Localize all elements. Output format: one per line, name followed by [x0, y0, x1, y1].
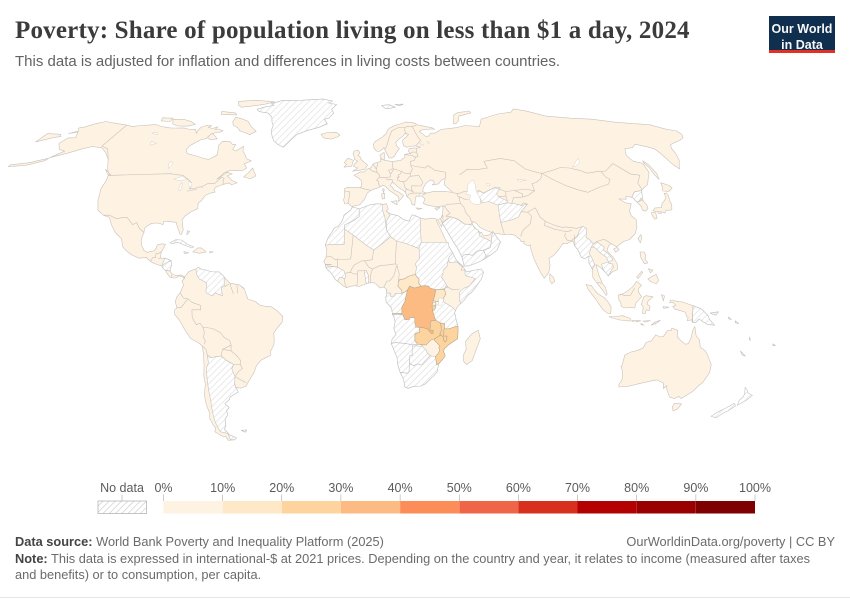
country-ireland[interactable] [343, 157, 354, 168]
country-baffin[interactable] [232, 116, 257, 135]
country-southampton[interactable] [207, 133, 218, 140]
country-laos[interactable] [590, 241, 613, 264]
country-cambodia[interactable] [601, 261, 614, 277]
country-jamaica[interactable] [183, 251, 189, 254]
country-kyushu[interactable] [651, 211, 658, 220]
country-solomon2[interactable] [734, 320, 739, 324]
country-falklands[interactable] [240, 429, 247, 433]
owid-logo-line1: Our World [771, 22, 833, 36]
country-togo[interactable] [363, 270, 369, 284]
country-honshu[interactable] [652, 192, 673, 214]
country-chukotka-sliver[interactable] [35, 133, 62, 143]
country-madagascar[interactable] [462, 329, 481, 365]
country-aleutians[interactable] [8, 157, 50, 167]
country-new-britain[interactable] [709, 311, 719, 316]
country-crete[interactable] [415, 207, 423, 210]
country-borneo[interactable] [618, 281, 642, 309]
country-sumbawa[interactable] [635, 320, 642, 323]
country-hispaniola[interactable] [192, 247, 207, 254]
country-cuba[interactable] [169, 239, 195, 249]
country-eritrea[interactable] [447, 252, 464, 268]
country-nicaragua[interactable] [161, 257, 172, 272]
data-source-text: World Bank Poverty and Inequality Platfo… [96, 534, 384, 549]
country-nz-north[interactable] [737, 387, 753, 406]
country-fiji[interactable] [772, 343, 776, 346]
country-sicily[interactable] [390, 200, 398, 206]
country-guinea-blob[interactable] [325, 266, 346, 282]
data-source: Data source: World Bank Poverty and Ineq… [15, 534, 384, 550]
country-iceland[interactable] [320, 132, 341, 140]
country-sakhalin[interactable] [642, 160, 660, 180]
country-britain[interactable] [352, 150, 368, 172]
country-burundi[interactable] [431, 304, 437, 311]
country-flores[interactable] [642, 320, 651, 323]
country-argentina[interactable] [206, 354, 239, 441]
owid-logo-line2: in Data [781, 38, 823, 52]
country-puerto-rico[interactable] [209, 251, 214, 254]
country-south-america[interactable] [174, 267, 284, 441]
country-new-caledonia[interactable] [740, 350, 746, 357]
country-greenland[interactable] [256, 98, 337, 148]
country-mozambique[interactable] [433, 325, 459, 365]
country-luzon[interactable] [639, 251, 649, 265]
country-bahamas[interactable] [186, 230, 190, 236]
country-visayas[interactable] [647, 268, 654, 274]
country-sardinia[interactable] [381, 193, 385, 200]
country-moluccas[interactable] [661, 294, 665, 302]
country-sri-lanka[interactable] [549, 273, 556, 285]
country-svalbard2[interactable] [394, 103, 404, 106]
note-label: Note: [15, 550, 48, 566]
country-banks-i[interactable] [161, 117, 174, 122]
country-corsica[interactable] [382, 188, 385, 194]
country-myanmar[interactable] [574, 226, 596, 270]
country-java[interactable] [608, 315, 631, 322]
country-vanuatu[interactable] [749, 336, 751, 341]
country-newfoundland[interactable] [243, 167, 256, 180]
country-novaya-zemlya[interactable] [452, 110, 472, 125]
country-timor-leste[interactable] [654, 320, 661, 325]
owid-logo[interactable]: Our World in Data [769, 16, 835, 53]
country-sumba[interactable] [640, 323, 645, 326]
country-png[interactable] [692, 305, 715, 326]
country-devon-i[interactable] [221, 111, 238, 116]
owid-attribution-link[interactable]: OurWorldinData.org/poverty | CC BY [626, 534, 835, 549]
chart-footer: Data source: World Bank Poverty and Ineq… [15, 534, 835, 583]
note-text: This data is expressed in international-… [15, 550, 811, 582]
country-sulawesi[interactable] [641, 295, 654, 314]
country-hokkaido[interactable] [660, 182, 673, 192]
country-bali-lombok[interactable] [631, 319, 636, 322]
country-mindanao[interactable] [647, 274, 659, 285]
country-oman[interactable] [483, 231, 501, 257]
data-source-label: Data source: [15, 534, 93, 549]
page-title: Poverty: Share of population living on l… [15, 17, 690, 44]
country-ellesmere[interactable] [237, 100, 275, 108]
page-subtitle: This data is adjusted for inflation and … [15, 53, 561, 70]
country-solomon1[interactable] [728, 316, 732, 320]
lakes [150, 131, 581, 306]
country-cyprus[interactable] [434, 207, 441, 211]
country-ceram[interactable] [662, 306, 670, 309]
country-north-america[interactable] [49, 121, 252, 279]
country-gambia[interactable] [325, 264, 332, 266]
country-somalia[interactable] [459, 268, 484, 304]
country-venezuela[interactable] [195, 267, 226, 297]
country-nz-south[interactable] [710, 403, 736, 419]
country-svalbard[interactable] [381, 104, 396, 109]
country-algeria[interactable] [344, 203, 391, 251]
country-tasmania[interactable] [672, 403, 682, 412]
country-sumatra[interactable] [585, 284, 612, 314]
chart-note: Note: This data is expressed in internat… [15, 551, 816, 583]
country-hainan[interactable] [613, 247, 620, 253]
country-australia[interactable] [618, 326, 712, 399]
country-palawan[interactable] [636, 271, 643, 279]
country-victoria-i[interactable] [172, 118, 196, 127]
country-taiwan[interactable] [637, 234, 643, 244]
